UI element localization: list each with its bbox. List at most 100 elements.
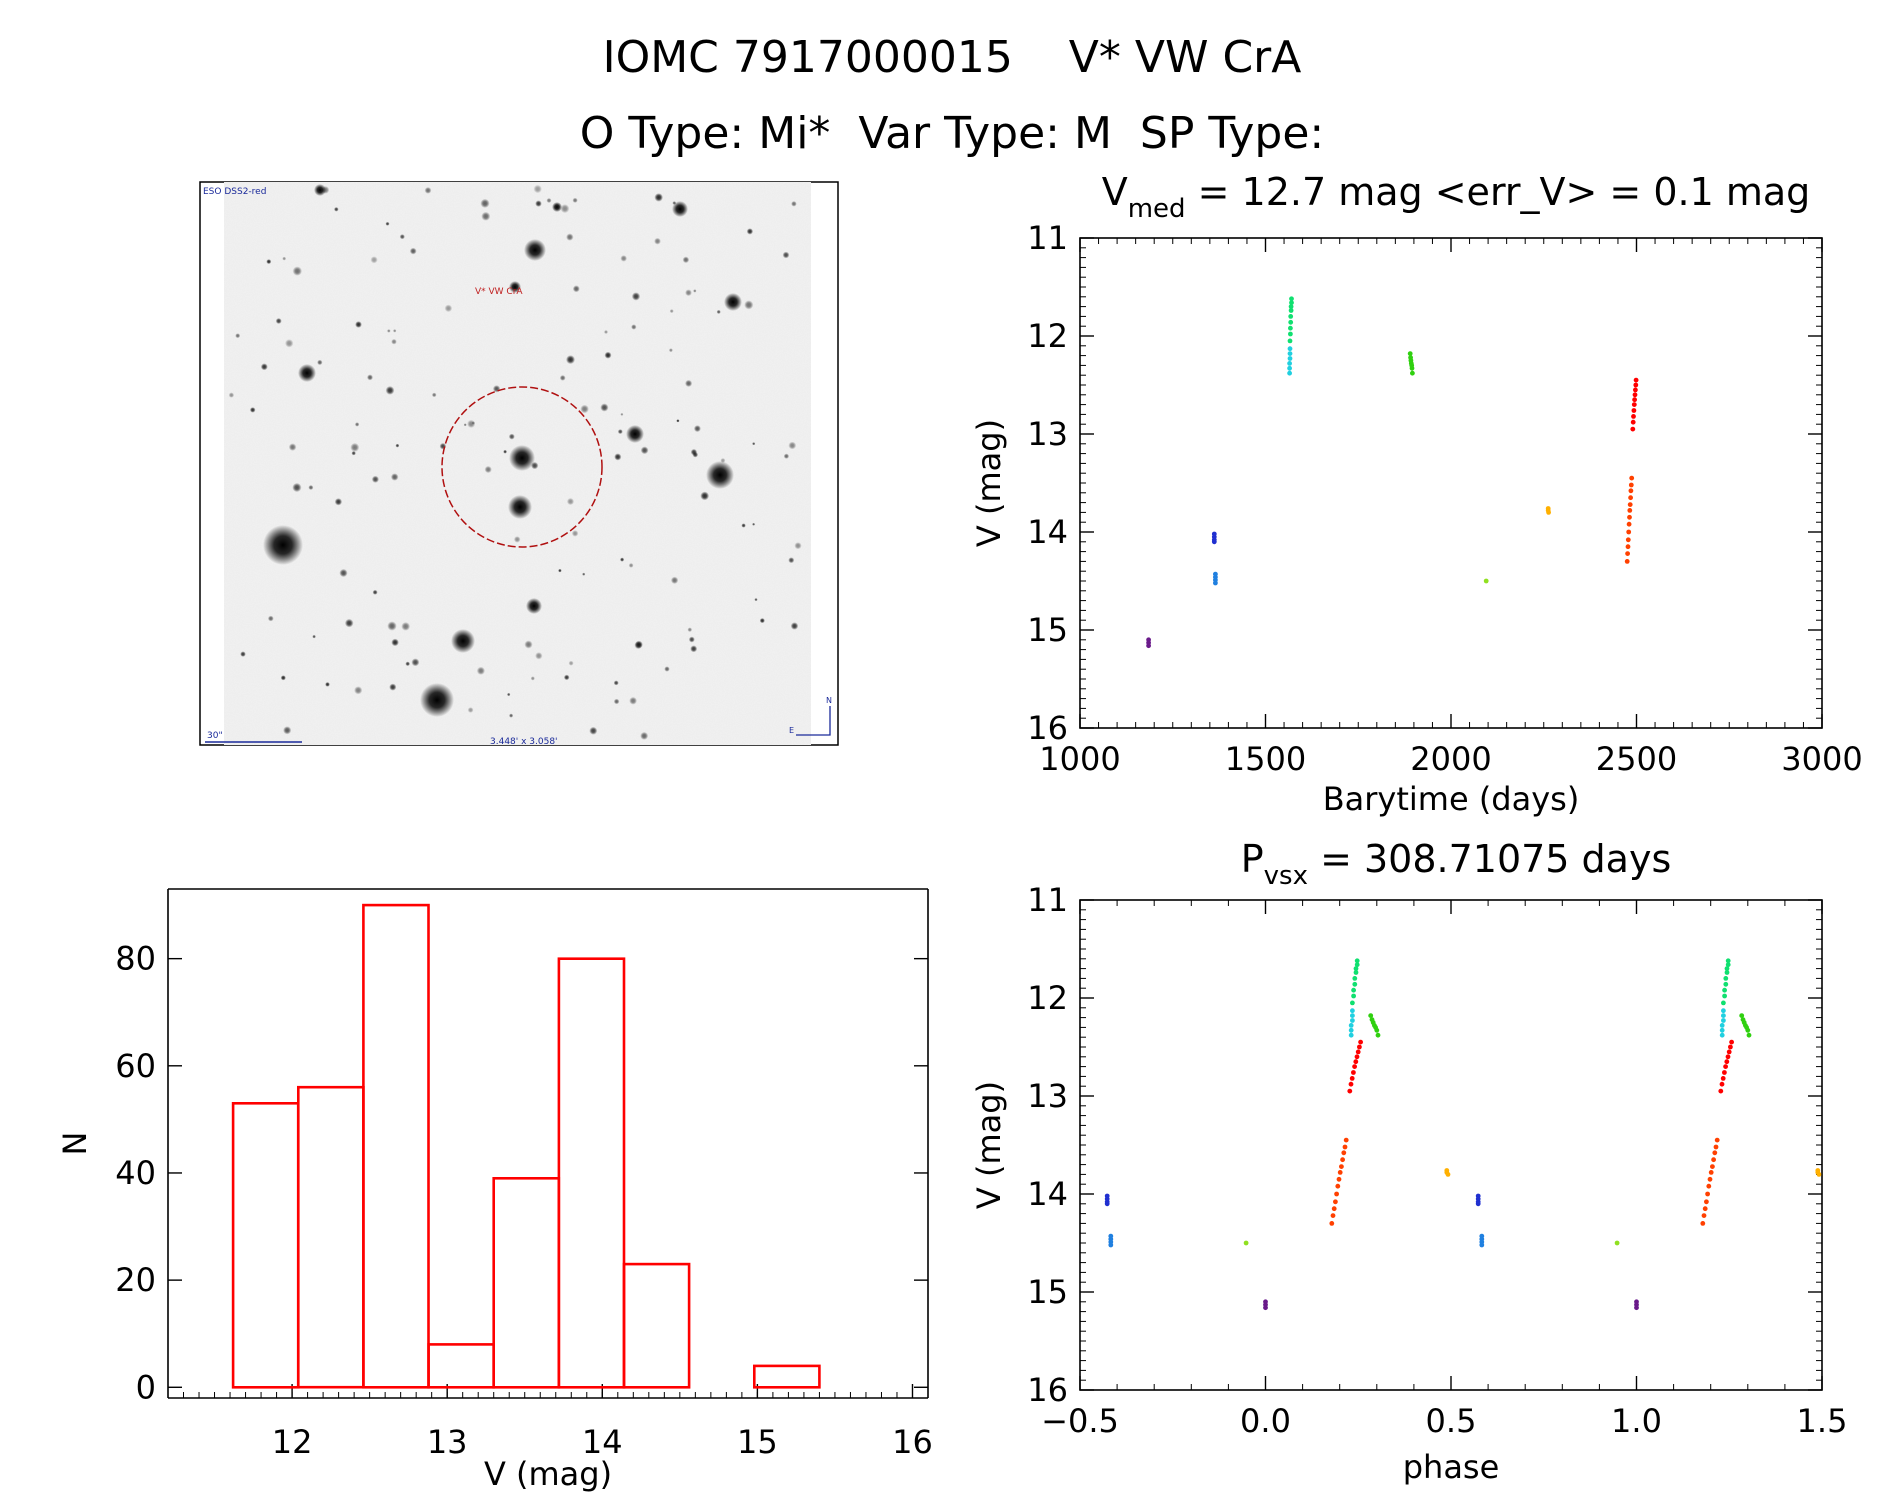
data-point bbox=[1287, 361, 1292, 366]
data-point bbox=[1343, 1137, 1349, 1143]
star bbox=[484, 465, 492, 474]
star bbox=[530, 676, 535, 681]
data-point bbox=[1726, 1049, 1732, 1055]
data-point bbox=[1721, 1013, 1726, 1018]
star bbox=[631, 324, 637, 330]
star bbox=[471, 421, 475, 425]
data-point bbox=[1289, 300, 1294, 306]
star bbox=[399, 234, 405, 240]
star bbox=[535, 200, 542, 207]
star bbox=[391, 338, 397, 345]
star bbox=[791, 201, 797, 207]
data-point bbox=[1718, 1088, 1724, 1094]
data-point bbox=[1634, 1305, 1639, 1311]
data-point bbox=[1475, 1201, 1481, 1207]
data-point bbox=[1353, 1059, 1359, 1065]
star bbox=[685, 379, 693, 387]
data-point bbox=[1725, 958, 1731, 964]
data-point bbox=[1108, 1242, 1114, 1248]
star bbox=[559, 375, 566, 381]
data-point bbox=[1352, 976, 1358, 981]
data-point bbox=[1341, 1150, 1347, 1156]
star bbox=[568, 660, 574, 666]
x-tick-label: 13 bbox=[427, 1423, 468, 1461]
data-point bbox=[1288, 331, 1293, 337]
star bbox=[524, 239, 546, 261]
data-point bbox=[1721, 1000, 1726, 1006]
hist-bar bbox=[296, 1085, 365, 1389]
x-tick-label: 15 bbox=[737, 1423, 778, 1461]
star bbox=[566, 497, 575, 506]
star bbox=[531, 461, 539, 470]
star bbox=[752, 442, 756, 446]
histogram-xlabel: V (mag) bbox=[484, 1455, 612, 1493]
star bbox=[367, 374, 373, 381]
hist-bar bbox=[427, 1343, 496, 1389]
star bbox=[312, 634, 316, 639]
data-point bbox=[1719, 1027, 1725, 1033]
data-point bbox=[1710, 1164, 1715, 1169]
star bbox=[508, 495, 532, 519]
star bbox=[692, 451, 699, 458]
star bbox=[344, 618, 354, 628]
data-point bbox=[1624, 559, 1630, 564]
star bbox=[334, 207, 339, 212]
star bbox=[744, 300, 754, 310]
data-point bbox=[1358, 1039, 1363, 1045]
star bbox=[249, 407, 256, 413]
star bbox=[604, 351, 612, 359]
star bbox=[292, 482, 302, 493]
star bbox=[298, 364, 316, 382]
data-point bbox=[1243, 1240, 1249, 1246]
data-point bbox=[1374, 1027, 1380, 1033]
star bbox=[664, 666, 670, 672]
phased-title: Pvsx = 308.71075 days bbox=[1241, 837, 1672, 891]
y-tick-label: 16 bbox=[1027, 1371, 1068, 1409]
phased-xlabel: phase bbox=[1403, 1448, 1500, 1486]
data-point bbox=[1410, 370, 1415, 376]
finder-north-label: N bbox=[826, 696, 832, 705]
star bbox=[700, 491, 710, 501]
star bbox=[741, 523, 746, 528]
x-tick-label: 0.5 bbox=[1426, 1402, 1477, 1440]
data-point bbox=[1708, 1170, 1714, 1175]
star bbox=[672, 201, 677, 205]
x-tick-label: 1.5 bbox=[1797, 1402, 1848, 1440]
y-tick-label: 40 bbox=[115, 1154, 156, 1192]
data-point bbox=[1340, 1157, 1345, 1163]
data-point bbox=[1213, 580, 1218, 586]
data-point bbox=[1712, 1150, 1718, 1156]
star bbox=[628, 563, 634, 568]
data-point bbox=[1288, 314, 1294, 319]
data-point bbox=[1706, 1183, 1712, 1189]
data-point bbox=[1630, 426, 1636, 432]
star bbox=[640, 446, 649, 455]
star bbox=[280, 675, 286, 681]
star bbox=[308, 485, 314, 490]
data-point bbox=[1729, 1039, 1734, 1045]
hist-bar bbox=[557, 957, 626, 1389]
star bbox=[706, 461, 734, 489]
star bbox=[317, 359, 323, 366]
data-point bbox=[1719, 1081, 1725, 1087]
data-point bbox=[1355, 1049, 1361, 1055]
star bbox=[509, 713, 514, 718]
star bbox=[467, 707, 474, 713]
data-point bbox=[1348, 1081, 1354, 1087]
star bbox=[720, 458, 726, 463]
y-tick-label: 12 bbox=[1027, 979, 1068, 1017]
star bbox=[783, 453, 790, 459]
star bbox=[566, 355, 575, 365]
data-point bbox=[1357, 1044, 1362, 1050]
data-point bbox=[1351, 1070, 1356, 1075]
data-point bbox=[1627, 502, 1633, 507]
data-point bbox=[1354, 958, 1360, 964]
data-point bbox=[1348, 1023, 1354, 1028]
data-point bbox=[1352, 1064, 1357, 1069]
star bbox=[266, 259, 272, 265]
x-tick-label: 12 bbox=[272, 1423, 313, 1461]
star bbox=[463, 423, 467, 427]
star bbox=[676, 419, 680, 423]
star bbox=[405, 661, 411, 667]
